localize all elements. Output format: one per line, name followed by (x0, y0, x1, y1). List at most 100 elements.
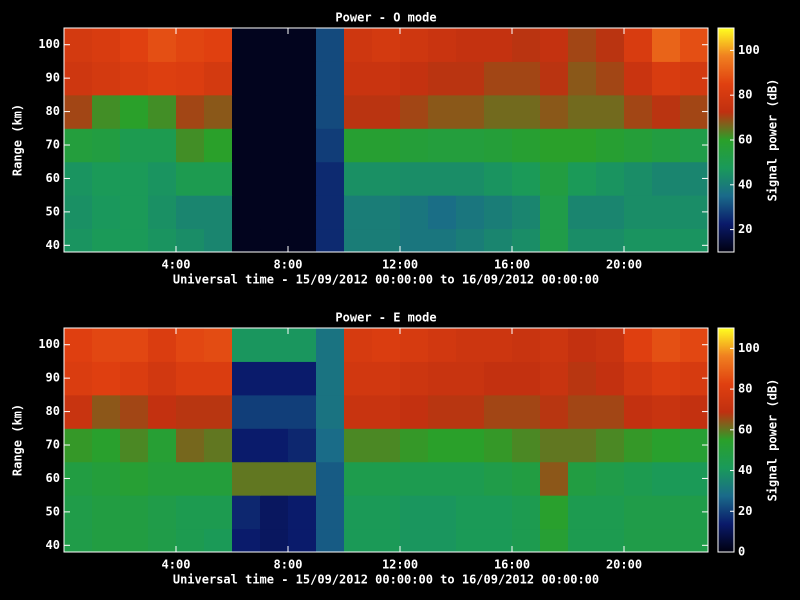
cell (372, 461, 401, 496)
cell (176, 128, 205, 163)
cell (316, 461, 345, 496)
cell (288, 361, 317, 396)
cell (624, 428, 653, 463)
cell (288, 394, 317, 429)
cell (120, 94, 149, 129)
cell (260, 361, 289, 396)
cell (148, 495, 177, 530)
colorbar-tick-label: 80 (738, 88, 752, 102)
cell (400, 94, 429, 129)
cell (428, 94, 457, 129)
cell (596, 28, 625, 62)
cell (204, 195, 233, 230)
cell (484, 428, 513, 463)
cell (568, 128, 597, 163)
cell (316, 195, 345, 230)
cell (484, 128, 513, 163)
chart-title: Power - O mode (335, 11, 436, 25)
cell (596, 228, 625, 252)
cell (176, 428, 205, 463)
y-tick-label: 80 (46, 104, 60, 118)
cell (120, 128, 149, 163)
x-tick-label: 16:00 (494, 258, 530, 272)
cell (400, 361, 429, 396)
cell (92, 528, 121, 552)
cell (260, 328, 289, 362)
cell (372, 394, 401, 429)
cell (344, 361, 373, 396)
cell (456, 461, 485, 496)
y-axis-label: Range (km) (11, 404, 25, 476)
cell (484, 361, 513, 396)
cell (568, 495, 597, 530)
cell (288, 128, 317, 163)
cell (652, 528, 681, 552)
cell (344, 394, 373, 429)
cell (176, 94, 205, 129)
cell (344, 28, 373, 62)
cell (456, 228, 485, 252)
cell (428, 161, 457, 196)
cell (288, 328, 317, 362)
cell (484, 495, 513, 530)
x-tick-label: 4:00 (162, 558, 191, 572)
cell (204, 128, 233, 163)
cell (372, 428, 401, 463)
cell (652, 495, 681, 530)
cell (204, 361, 233, 396)
cell (260, 394, 289, 429)
cell (512, 61, 541, 96)
colorbar-tick-label: 20 (738, 504, 752, 518)
cell (288, 528, 317, 552)
colorbar-label: Signal power (dB) (766, 379, 780, 502)
cell (372, 495, 401, 530)
cell (64, 528, 93, 552)
cell (176, 528, 205, 552)
cell (400, 394, 429, 429)
cell (400, 161, 429, 196)
cell (344, 495, 373, 530)
cell (484, 94, 513, 129)
cell (456, 128, 485, 163)
cell (652, 195, 681, 230)
cell (260, 461, 289, 496)
colorbar (717, 327, 735, 553)
cell (260, 495, 289, 530)
cell (428, 61, 457, 96)
cell (232, 328, 261, 362)
cell (232, 428, 261, 463)
cell (260, 28, 289, 62)
cell (484, 195, 513, 230)
cell (512, 361, 541, 396)
cell (568, 428, 597, 463)
cell (92, 28, 121, 62)
cell (596, 128, 625, 163)
cell (512, 128, 541, 163)
colorbar-tick-label: 100 (738, 43, 760, 57)
cell (568, 195, 597, 230)
cell (316, 328, 345, 362)
cell (120, 328, 149, 362)
cell (232, 61, 261, 96)
cell (596, 161, 625, 196)
x-tick-label: 12:00 (382, 258, 418, 272)
cell (176, 228, 205, 252)
cell (400, 495, 429, 530)
cell (428, 394, 457, 429)
cell (428, 28, 457, 62)
cell (260, 228, 289, 252)
cell (148, 128, 177, 163)
cell (344, 328, 373, 362)
cell (316, 428, 345, 463)
cell (540, 128, 569, 163)
cell (484, 161, 513, 196)
cell (624, 195, 653, 230)
cell (176, 394, 205, 429)
cell (232, 394, 261, 429)
cell (148, 195, 177, 230)
cell (204, 528, 233, 552)
cell (260, 94, 289, 129)
cell (260, 528, 289, 552)
cell (540, 394, 569, 429)
cell (344, 61, 373, 96)
